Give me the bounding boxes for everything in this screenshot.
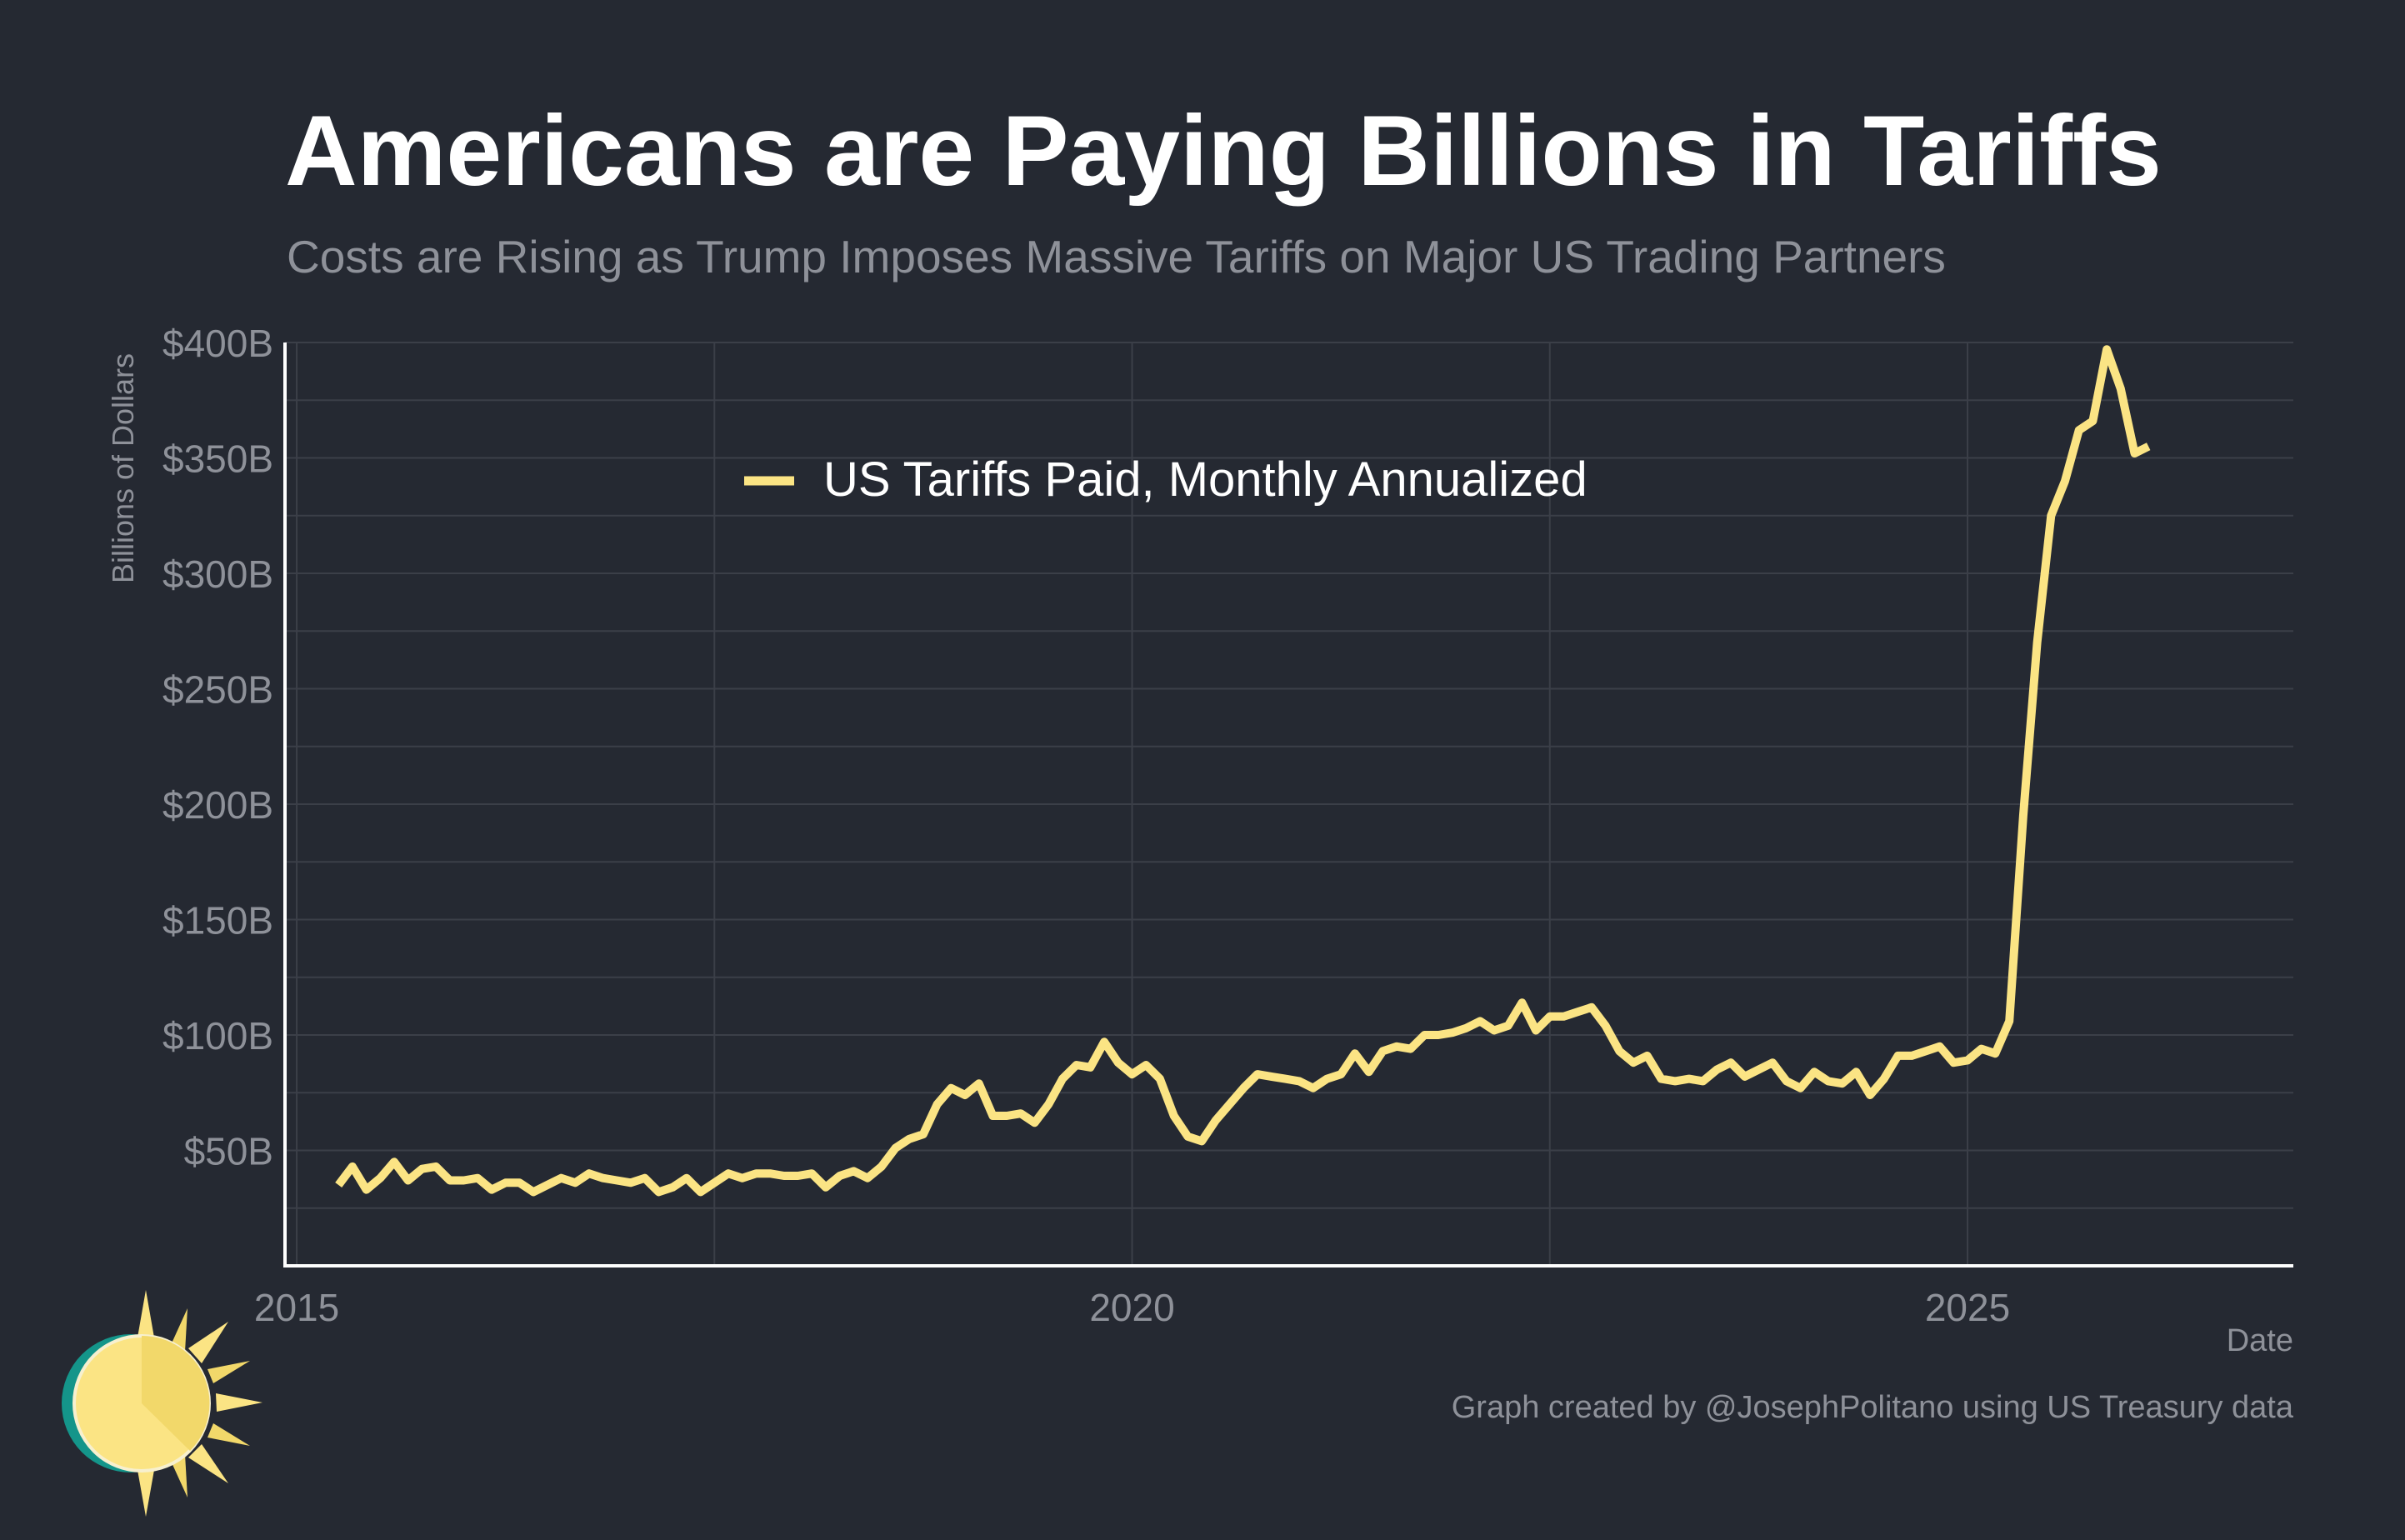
legend: US Tariffs Paid, Monthly Annualized <box>744 452 1588 507</box>
sun-ray <box>138 1470 154 1517</box>
legend-label: US Tariffs Paid, Monthly Annualized <box>823 452 1588 507</box>
x-tick-label: 2025 <box>1925 1286 2010 1329</box>
series-line <box>335 345 2151 1197</box>
sun-ray <box>171 1308 188 1352</box>
sun-shade <box>142 1335 210 1451</box>
sun-ray <box>208 1361 250 1383</box>
axes <box>283 342 2293 1268</box>
source-credit: Graph created by @JosephPolitano using U… <box>1452 1390 2294 1425</box>
y-tick-label: $250B <box>162 668 273 712</box>
y-tick-label: $50B <box>184 1130 273 1173</box>
chart-title: Americans are Paying Billions in Tariffs <box>285 95 2162 207</box>
gridlines <box>285 342 2293 1266</box>
x-tick-label: 2020 <box>1089 1286 1174 1329</box>
sun-ray <box>188 1322 228 1363</box>
series-layer <box>335 345 2151 1197</box>
y-tick-label: $100B <box>162 1014 273 1058</box>
sun-ray <box>216 1393 262 1412</box>
y-tick-label: $350B <box>162 438 273 481</box>
chart-subtitle: Costs are Rising as Trump Imposes Massiv… <box>287 231 1946 282</box>
x-axis-label: Date <box>2227 1323 2293 1358</box>
y-tick-label: $400B <box>162 322 273 365</box>
sun-ray <box>208 1423 250 1446</box>
sun-icon <box>62 1290 262 1517</box>
tick-labels: $50B $100B $150B $200B $250B $300B $350B $400B 2… <box>162 322 2010 1329</box>
sun-ray <box>138 1290 154 1338</box>
sun-ray <box>188 1444 228 1483</box>
y-tick-label: $150B <box>162 899 273 942</box>
y-tick-label: $300B <box>162 552 273 596</box>
y-tick-label: $200B <box>162 783 273 827</box>
y-axis-label: Billions of Dollars <box>106 353 140 583</box>
sun-ray <box>171 1454 188 1498</box>
x-tick-label: 2015 <box>254 1286 339 1329</box>
